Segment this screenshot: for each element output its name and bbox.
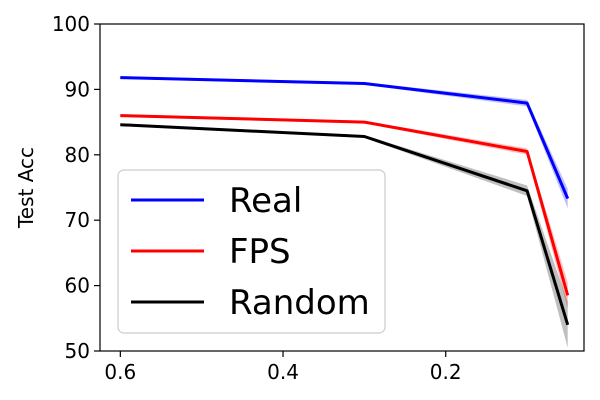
legend-label-fps: FPS <box>229 232 291 272</box>
y-tick-label: 60 <box>65 274 90 298</box>
y-tick-label: 100 <box>52 12 90 36</box>
y-tick-label: 70 <box>65 208 90 232</box>
legend: Real FPS Random <box>117 169 386 334</box>
legend-label-real: Real <box>229 181 302 221</box>
series-line-real <box>120 76 570 200</box>
x-axis: 0.6 0.4 0.2 <box>104 351 462 384</box>
y-axis-title: Test Acc <box>14 147 38 229</box>
series-line-fps <box>120 114 570 296</box>
legend-box <box>117 169 386 334</box>
x-tick-label: 0.2 <box>430 360 462 384</box>
legend-label-random: Random <box>229 283 370 323</box>
series-line-random <box>120 123 570 326</box>
y-tick-label: 50 <box>65 339 90 363</box>
x-tick-label: 0.4 <box>267 360 299 384</box>
series-lines <box>120 76 570 326</box>
x-tick-label: 0.6 <box>104 360 136 384</box>
y-tick-label: 90 <box>65 77 90 101</box>
y-tick-label: 80 <box>65 143 90 167</box>
plot-frame <box>99 23 585 352</box>
y-axis: 50 60 70 80 90 100 <box>52 12 100 363</box>
